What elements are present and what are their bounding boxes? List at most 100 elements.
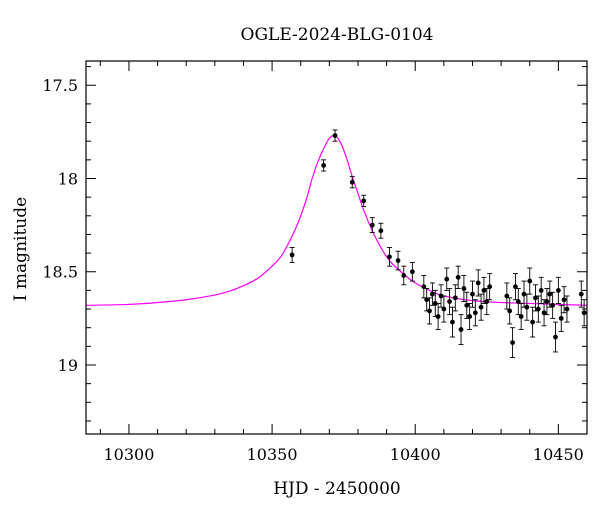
data-point: [478, 293, 484, 321]
data-marker: [533, 295, 538, 301]
model-curve: [86, 134, 587, 306]
data-marker: [452, 295, 458, 301]
data-marker: [530, 319, 536, 325]
data-point: [553, 321, 559, 353]
data-marker: [513, 284, 518, 290]
data-marker: [321, 163, 327, 168]
data-marker: [561, 297, 567, 303]
data-point: [481, 276, 487, 304]
data-marker: [535, 306, 541, 312]
data-point: [510, 327, 516, 358]
data-point: [441, 295, 447, 323]
x-tick-label: 10400: [390, 445, 441, 464]
plot-area: [86, 129, 587, 358]
data-marker: [555, 287, 561, 293]
x-tick-label: 10450: [533, 445, 584, 464]
data-point: [469, 280, 475, 308]
data-marker: [544, 299, 550, 304]
data-point: [444, 267, 450, 291]
data-marker: [427, 308, 432, 314]
data-point: [427, 297, 433, 325]
data-point: [530, 306, 536, 338]
data-point: [461, 275, 467, 303]
data-point: [561, 286, 567, 314]
data-marker: [461, 286, 467, 291]
data-marker: [558, 315, 564, 321]
data-point: [544, 288, 550, 316]
data-point: [395, 250, 401, 271]
x-tick-label: 10350: [247, 445, 298, 464]
data-marker: [581, 310, 587, 316]
data-point: [521, 280, 527, 308]
data-point: [424, 288, 430, 312]
data-marker: [387, 254, 392, 260]
data-marker: [378, 228, 384, 234]
data-point: [578, 280, 584, 308]
data-point: [464, 291, 470, 319]
data-point: [487, 273, 493, 301]
data-marker: [369, 222, 375, 228]
data-point: [429, 282, 435, 306]
data-marker: [395, 258, 401, 263]
data-point: [378, 222, 384, 239]
data-marker: [487, 284, 493, 290]
data-marker: [409, 269, 415, 275]
data-point: [538, 276, 544, 304]
data-marker: [421, 284, 427, 290]
data-marker: [538, 287, 544, 293]
data-point: [524, 293, 530, 321]
chart-title: OGLE-2024-BLG-0104: [241, 25, 434, 45]
data-point: [564, 295, 570, 323]
data-point: [515, 288, 521, 316]
data-marker: [441, 306, 447, 312]
data-point: [550, 291, 556, 319]
data-marker: [438, 293, 444, 299]
data-point: [386, 247, 392, 267]
data-point: [467, 303, 473, 331]
data-point: [535, 295, 541, 323]
data-point: [447, 288, 453, 316]
data-marker: [424, 297, 430, 303]
data-point: [332, 129, 338, 142]
y-tick-label: 18.5: [42, 263, 78, 282]
data-marker: [475, 280, 481, 286]
data-marker: [484, 299, 490, 304]
data-point: [558, 304, 564, 332]
data-point: [512, 273, 518, 301]
data-point: [581, 299, 587, 327]
y-tick-label: 18: [58, 169, 78, 188]
data-point: [547, 280, 553, 308]
data-marker: [547, 291, 553, 297]
data-marker: [578, 291, 584, 297]
data-marker: [507, 308, 513, 314]
data-marker: [521, 291, 527, 297]
data-marker: [504, 293, 510, 299]
data-marker: [432, 301, 438, 306]
data-marker: [481, 287, 487, 293]
data-point: [369, 217, 375, 234]
data-point: [475, 269, 481, 297]
data-marker: [289, 252, 295, 258]
data-point: [321, 159, 327, 172]
data-point: [455, 265, 461, 289]
data-marker: [524, 304, 530, 310]
data-marker: [430, 291, 435, 297]
data-marker: [478, 304, 484, 310]
data-marker: [435, 314, 441, 319]
data-marker: [472, 310, 478, 316]
data-marker: [447, 299, 452, 304]
data-point: [518, 303, 524, 331]
data-point: [541, 299, 547, 327]
data-point: [349, 176, 355, 189]
data-point: [507, 297, 513, 325]
data-point: [527, 267, 533, 295]
data-marker: [458, 327, 464, 332]
data-marker: [553, 334, 558, 340]
data-point: [449, 306, 455, 338]
data-point: [401, 265, 407, 286]
data-marker: [401, 273, 407, 278]
data-marker: [455, 274, 461, 280]
data-marker: [464, 302, 470, 308]
data-point: [484, 288, 490, 316]
